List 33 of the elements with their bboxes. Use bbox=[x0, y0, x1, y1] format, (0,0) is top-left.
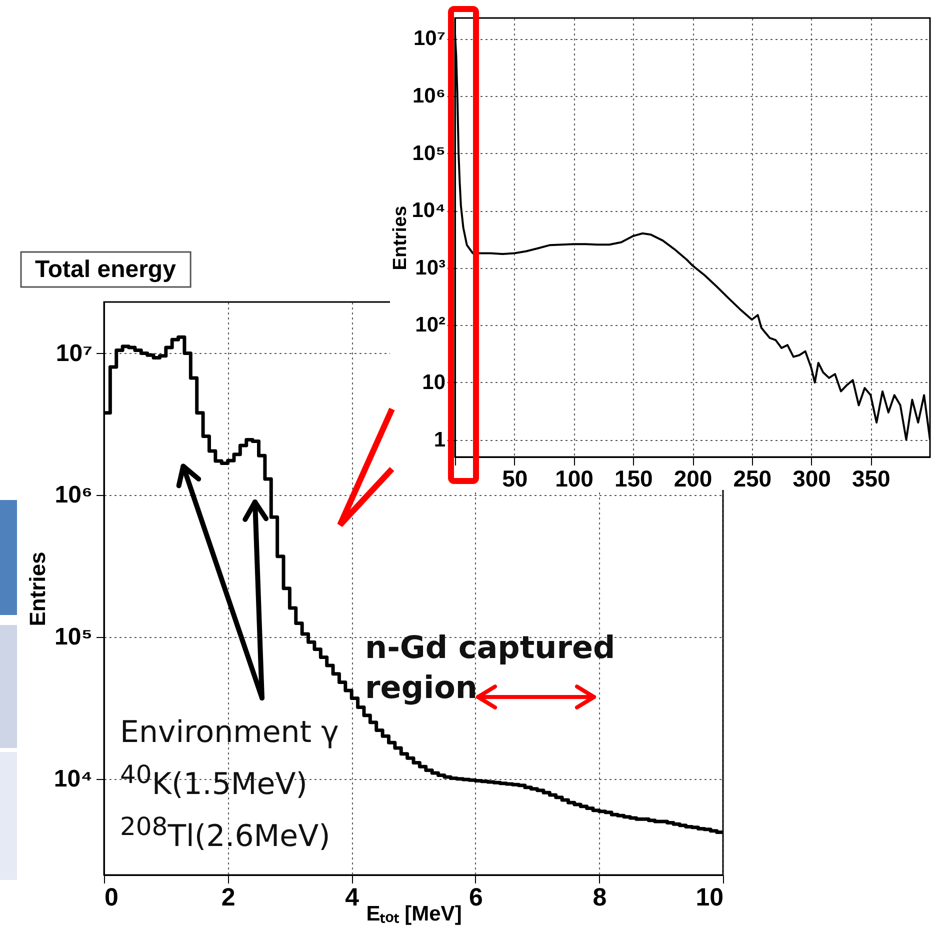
annotation: Environment γ bbox=[120, 714, 339, 752]
y-tick-label: 10⁴ bbox=[54, 765, 92, 792]
x-tick-label: 300 bbox=[792, 466, 831, 492]
y-tick-label: 10⁶ bbox=[54, 482, 92, 509]
x-tick-label: 0 bbox=[104, 884, 118, 912]
y-axis-title: Entries bbox=[390, 206, 411, 270]
x-tick-label: 50 bbox=[502, 466, 528, 492]
x-tick-label: 150 bbox=[614, 466, 653, 492]
y-tick-label: 10⁴ bbox=[412, 199, 446, 222]
annotation: $^{40}$K(1.5MeV) bbox=[120, 759, 308, 804]
x-tick-label: 10 bbox=[696, 884, 724, 912]
y-tick-label: 10⁷ bbox=[413, 27, 446, 50]
y-tick-label: 10⁶ bbox=[412, 84, 446, 108]
x-tick-label: 350 bbox=[852, 466, 890, 492]
x-axis-title: Eₜₒₜ [MeV] bbox=[366, 902, 462, 926]
annotation: n-Gd captured region bbox=[365, 629, 616, 708]
x-tick-label: 4 bbox=[345, 884, 360, 912]
y-tick-label: 10² bbox=[415, 314, 446, 337]
x-tick-label: 100 bbox=[555, 466, 594, 492]
y-tick-label: 10⁷ bbox=[56, 340, 92, 367]
annotation: $^{208}$Tl(2.6MeV) bbox=[120, 811, 332, 856]
y-tick-label: 10⁵ bbox=[54, 624, 92, 651]
x-tick-label: 6 bbox=[468, 884, 483, 912]
x-tick-label: 250 bbox=[733, 466, 772, 492]
y-axis-title: Entries bbox=[24, 552, 50, 626]
x-tick-label: 200 bbox=[674, 466, 712, 492]
y-tick-label: 10³ bbox=[415, 256, 446, 280]
chart-title: Total energy bbox=[35, 256, 177, 283]
y-tick-label: 10 bbox=[422, 370, 446, 394]
x-tick-label: 8 bbox=[592, 884, 607, 912]
y-tick-label: 1 bbox=[434, 428, 446, 452]
y-tick-label: 10⁵ bbox=[412, 142, 446, 165]
x-tick-label: 2 bbox=[221, 884, 236, 912]
